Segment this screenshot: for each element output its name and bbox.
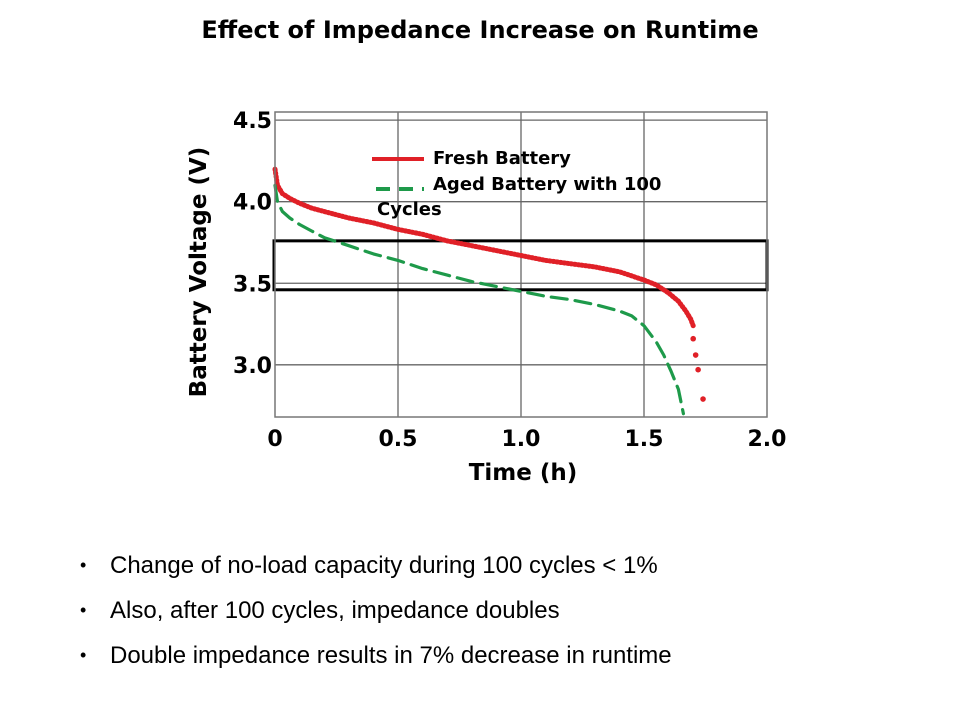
y-tick-label: 3.0 <box>233 354 272 379</box>
data-point-fresh-tail <box>700 396 706 402</box>
y-axis-ticks: 3.0 3.5 4.0 4.5 <box>233 109 272 379</box>
y-axis-label: Battery Voltage (V) <box>186 147 212 398</box>
legend-label-aged-line1: Aged Battery with 100 <box>433 174 661 195</box>
series-layer <box>272 166 706 416</box>
x-tick-label: 1.0 <box>502 427 541 452</box>
y-tick-label: 4.5 <box>233 109 272 134</box>
voltage-runtime-chart: 0 0.5 1.0 1.5 2.0 3.0 3.5 4.0 4.5 Time (h) Batt… <box>186 109 786 486</box>
bullet-text: Double impedance results in 7% decrease … <box>110 642 672 669</box>
legend-label-fresh: Fresh Battery <box>433 148 571 169</box>
series-line-aged-battery <box>273 183 686 416</box>
bullet-text: Also, after 100 cycles, impedance double… <box>110 597 560 624</box>
x-tick-label: 2.0 <box>748 427 787 452</box>
bullet-marker: • <box>80 600 87 620</box>
y-tick-label: 4.0 <box>233 191 272 216</box>
bullet-item: • Also, after 100 cycles, impedance doubl… <box>78 588 672 633</box>
legend-label-aged-line2: Cycles <box>377 199 442 220</box>
x-tick-label: 0.5 <box>379 427 418 452</box>
bullet-marker: • <box>80 555 87 575</box>
bullet-item: • Double impedance results in 7% decrease… <box>78 633 672 678</box>
plot-frame <box>274 111 768 418</box>
legend-label-aged: Aged Battery with 100 Cycles <box>377 174 668 220</box>
slide-title: Effect of Impedance Increase on Runtime <box>201 16 759 44</box>
series-line-fresh-battery <box>272 166 696 329</box>
y-tick-label: 3.5 <box>233 272 272 297</box>
legend: Fresh Battery Aged Battery with 100 Cycl… <box>372 148 668 220</box>
x-axis-label: Time (h) <box>469 460 578 486</box>
data-point-fresh-tail <box>690 335 696 342</box>
grid <box>275 112 767 417</box>
bullet-marker: • <box>80 645 87 665</box>
bullet-item: • Change of no-load capacity during 100 c… <box>78 543 672 588</box>
bullet-list: • Change of no-load capacity during 100 c… <box>78 543 672 678</box>
x-tick-label: 0 <box>267 427 282 452</box>
x-axis-ticks: 0 0.5 1.0 1.5 2.0 <box>267 427 786 452</box>
x-tick-label: 1.5 <box>625 427 664 452</box>
bullet-text: Change of no-load capacity during 100 cy… <box>110 552 658 579</box>
data-point-fresh-tail <box>695 366 701 373</box>
data-point-fresh-tail <box>692 352 699 358</box>
